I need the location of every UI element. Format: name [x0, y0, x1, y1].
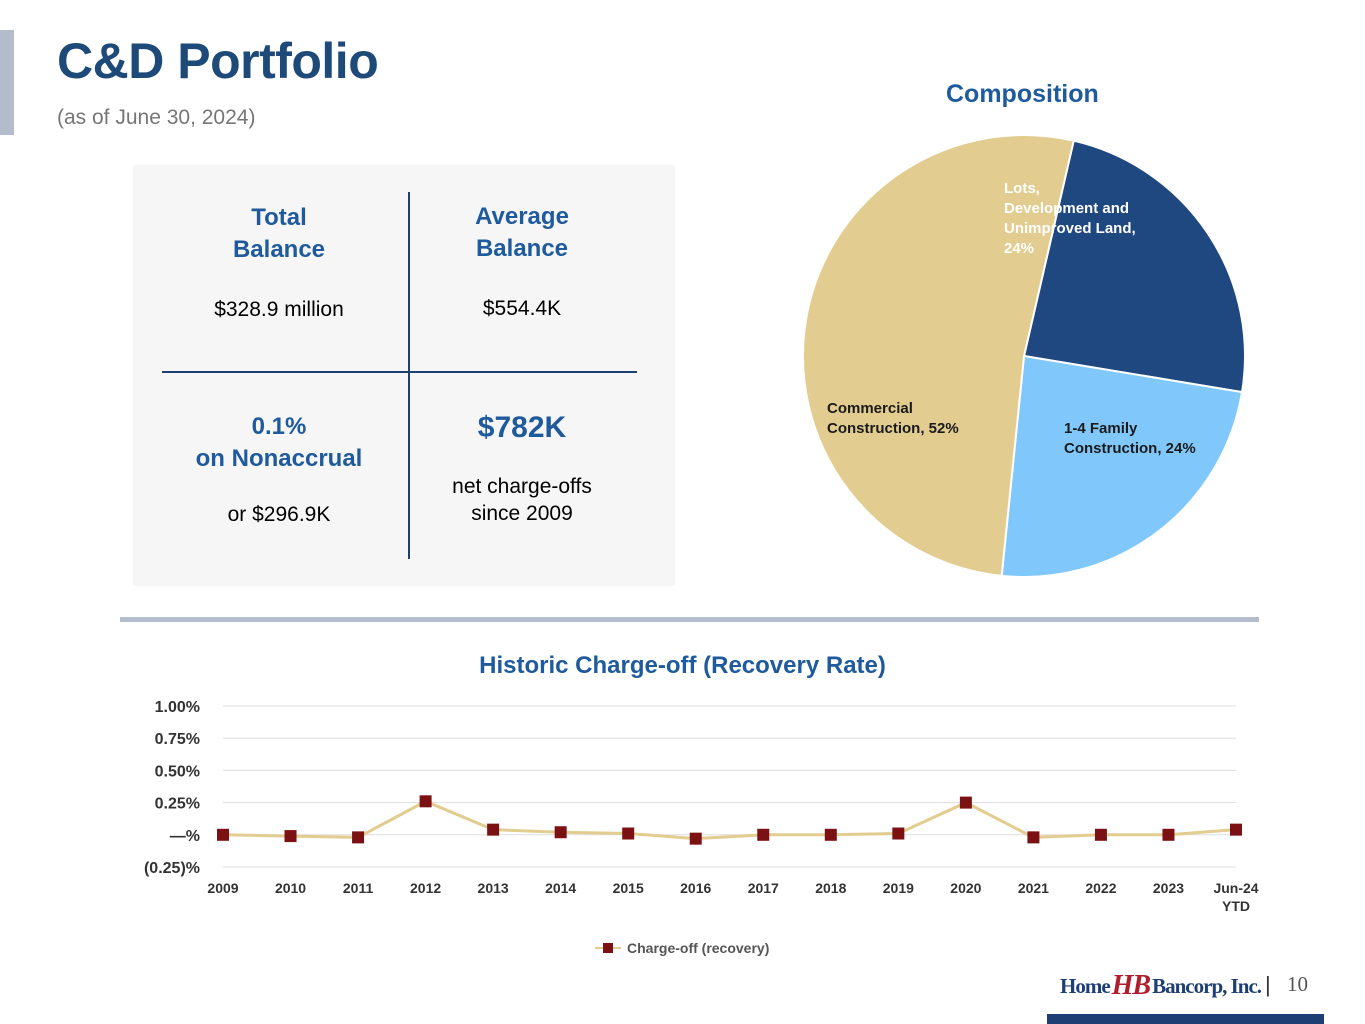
- section-divider: [120, 617, 1259, 622]
- data-point-2010: [284, 830, 297, 843]
- data-point-2017: [757, 828, 770, 841]
- page-subtitle: (as of June 30, 2024): [57, 106, 256, 129]
- x-tick-label: 2010: [275, 880, 306, 896]
- x-tick-label: 2009: [207, 880, 238, 896]
- charge-offs-label: $782K: [477, 411, 567, 444]
- average-balance-value: $554.4K: [482, 297, 562, 320]
- panel-horizontal-divider: [162, 371, 637, 373]
- data-point-Jun-24: [1230, 823, 1242, 836]
- y-tick-label: —%: [170, 828, 200, 845]
- line-chart-legend: Charge-off (recovery): [595, 940, 769, 956]
- x-tick-label: 2012: [410, 880, 441, 896]
- pie-label-0: Lots, Development and Unimproved Land, 24%: [1004, 180, 1136, 257]
- data-point-2018: [824, 828, 837, 841]
- charge-offs-value: net charge-offs since 2009: [452, 475, 592, 525]
- charge-off-line-chart: 1.00% 0.75% 0.50% 0.25% —% (0.25)% 2009 2010 201…: [144, 699, 1259, 914]
- logo-text-bancorp: Bancorp, Inc.: [1152, 973, 1262, 998]
- data-point-2011: [352, 831, 365, 844]
- page-title: C&D Portfolio: [57, 33, 379, 89]
- x-tick-label: Jun-24 YTD: [1213, 880, 1258, 914]
- x-tick-label: 2016: [680, 880, 711, 896]
- data-point-2013: [487, 823, 500, 836]
- x-tick-label: 2014: [545, 880, 576, 896]
- data-point-2012: [419, 795, 432, 808]
- charge-offs-cell: $782K net charge-offs since 2009: [407, 411, 637, 527]
- data-point-2019: [892, 827, 905, 840]
- pie-chart-title: Composition: [946, 80, 1099, 108]
- nonaccrual-cell: 0.1% on Nonaccrual or $296.9K: [164, 411, 394, 528]
- x-tick-label: 2020: [950, 880, 981, 896]
- x-tick-label: 2018: [815, 880, 846, 896]
- nonaccrual-label: 0.1% on Nonaccrual: [195, 413, 363, 472]
- line-chart-title: Historic Charge-off (Recovery Rate): [479, 652, 886, 679]
- total-balance-cell: Total Balance $328.9 million: [164, 202, 394, 323]
- average-balance-cell: Average Balance $554.4K: [407, 201, 637, 322]
- panel-vertical-divider: [408, 192, 410, 559]
- pie-slice-2: [802, 134, 1075, 577]
- y-tick-label: 0.50%: [155, 763, 200, 780]
- x-tick-label: 2023: [1153, 880, 1184, 896]
- company-logo: Home HB Bancorp, Inc.: [1060, 970, 1262, 1002]
- x-tick-label: 2011: [343, 880, 374, 896]
- composition-pie-chart: Lots, Development and Unimproved Land, 24% 1…: [802, 134, 1246, 578]
- x-tick-label: 2015: [613, 880, 644, 896]
- legend-label: Charge-off (recovery): [627, 940, 770, 956]
- logo-text-home: Home: [1060, 973, 1111, 998]
- data-point-2009: [217, 828, 229, 841]
- logo-mark: HB: [1111, 970, 1151, 1001]
- footer-separator: |: [1265, 972, 1271, 997]
- data-point-2015: [622, 827, 635, 840]
- footer-bar: [1047, 1014, 1324, 1024]
- nonaccrual-value: or $296.9K: [227, 503, 331, 526]
- pie-label-2: Commercial Construction, 52%: [827, 400, 959, 437]
- y-tick-label: 0.75%: [155, 731, 200, 748]
- series-line: [222, 799, 1237, 841]
- y-tick-label: 0.25%: [155, 796, 200, 813]
- data-point-2022: [1094, 828, 1107, 841]
- page-number: 10: [1287, 972, 1308, 996]
- average-balance-label: Average Balance: [475, 203, 569, 262]
- x-tick-label: 2022: [1085, 880, 1116, 896]
- data-point-2014: [554, 826, 567, 839]
- pie-label-1: 1-4 Family Construction, 24%: [1064, 420, 1196, 457]
- data-point-2020: [959, 796, 972, 809]
- x-tick-label: 2013: [478, 880, 509, 896]
- x-tick-label: 2021: [1018, 880, 1049, 896]
- data-point-2016: [689, 832, 702, 845]
- pie-slice-0: [1022, 139, 1246, 394]
- pie-slice-1: [1000, 354, 1244, 578]
- x-tick-label: 2017: [748, 880, 779, 896]
- legend-swatch: [595, 942, 621, 954]
- y-tick-label: 1.00%: [155, 699, 200, 716]
- y-tick-label: (0.25)%: [144, 860, 200, 877]
- total-balance-value: $328.9 million: [214, 298, 344, 321]
- x-tick-label: 2019: [883, 880, 914, 896]
- total-balance-label: Total Balance: [232, 204, 326, 263]
- stats-panel: Total Balance $328.9 million Average Bal…: [133, 165, 675, 586]
- accent-bar: [0, 30, 14, 135]
- data-point-2023: [1162, 828, 1175, 841]
- data-point-2021: [1027, 831, 1040, 844]
